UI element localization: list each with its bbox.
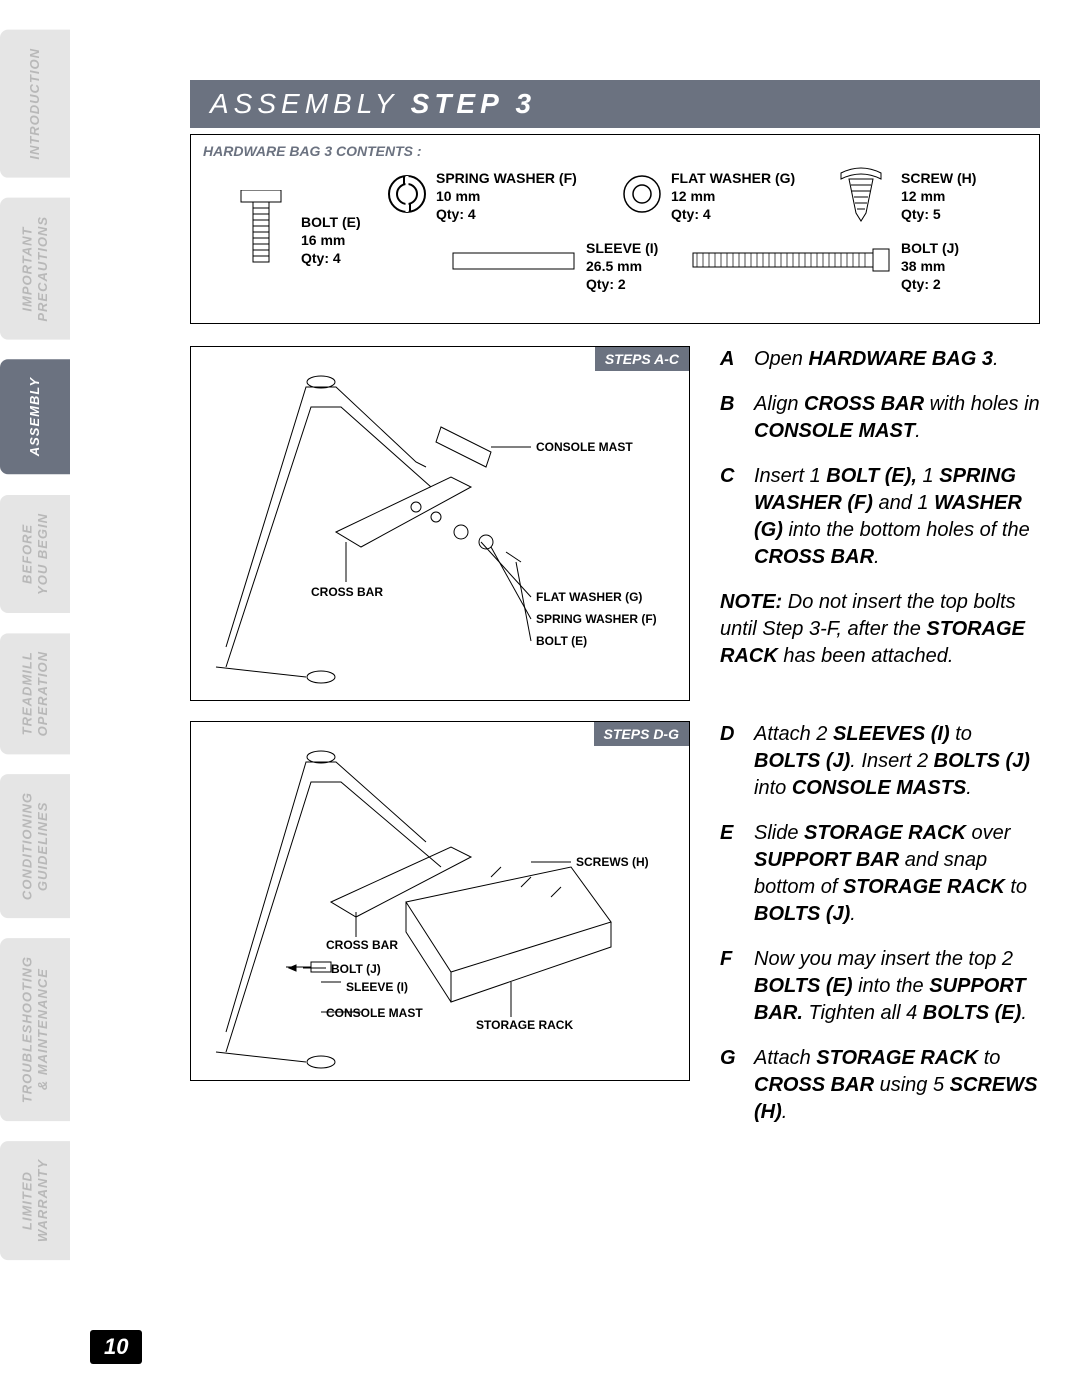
callout-storage-rack: STORAGE RACK	[476, 1018, 573, 1032]
diagram-steps-ac: STEPS A-C	[190, 346, 690, 701]
callout-bolt-e: BOLT (E)	[536, 634, 587, 648]
tab-assembly[interactable]: ASSEMBLY	[0, 359, 70, 474]
section-title: ASSEMBLY STEP 3	[190, 80, 1040, 128]
instr-c: C Insert 1 BOLT (E), 1 SPRING WASHER (F)…	[720, 463, 1040, 571]
sleeve-i-icon	[451, 247, 576, 275]
callout-cross-bar: CROSS BAR	[311, 585, 383, 599]
sleeve-i-label: SLEEVE (I) 26.5 mm Qty: 2	[586, 239, 658, 294]
hardware-box: HARDWARE BAG 3 CONTENTS : BOLT (E) 16 mm…	[190, 134, 1040, 324]
spring-washer-label: SPRING WASHER (F) 10 mm Qty: 4	[436, 169, 577, 224]
main-content: ASSEMBLY STEP 3 HARDWARE BAG 3 CONTENTS …	[190, 80, 1040, 1101]
screw-h-icon	[831, 165, 891, 223]
callout-console-mast: CONSOLE MAST	[536, 440, 633, 454]
callout-spring-washer: SPRING WASHER (F)	[536, 612, 657, 626]
instr-f: F Now you may insert the top 2 BOLTS (E)…	[720, 946, 1040, 1027]
tab-before-you-begin[interactable]: BEFOREYOU BEGIN	[0, 495, 70, 613]
instructions-dg: D Attach 2 SLEEVES (I) to BOLTS (J). Ins…	[720, 721, 1040, 1144]
diagram-steps-dg: STEPS D-G	[190, 721, 690, 1081]
instructions-ac: A Open HARDWARE BAG 3. B Align CROSS BAR…	[720, 346, 1040, 688]
diagram-dg-svg	[191, 722, 691, 1082]
page-number: 10	[90, 1330, 142, 1364]
callout-sleeve-i: SLEEVE (I)	[346, 980, 408, 994]
tab-conditioning-guidelines[interactable]: CONDITIONINGGUIDELINES	[0, 774, 70, 918]
instr-e: E Slide STORAGE RACK over SUPPORT BAR an…	[720, 820, 1040, 928]
bolt-j-icon	[691, 245, 891, 275]
tab-introduction[interactable]: INTRODUCTION	[0, 30, 70, 178]
title-bold: STEP 3	[411, 88, 536, 119]
instr-a: A Open HARDWARE BAG 3.	[720, 346, 1040, 373]
bolt-e-icon	[231, 190, 291, 270]
bolt-e-label: BOLT (E) 16 mm Qty: 4	[301, 213, 361, 268]
callout-console-mast2: CONSOLE MAST	[326, 1006, 423, 1020]
instr-note: NOTE: Do not insert the top bolts until …	[720, 589, 1040, 670]
hardware-header: HARDWARE BAG 3 CONTENTS :	[203, 143, 1027, 159]
callout-flat-washer: FLAT WASHER (G)	[536, 590, 642, 604]
section-steps-ac: STEPS A-C	[190, 346, 1040, 701]
flat-washer-label: FLAT WASHER (G) 12 mm Qty: 4	[671, 169, 795, 224]
diagram-ac-svg	[191, 347, 691, 702]
bolt-j-label: BOLT (J) 38 mm Qty: 2	[901, 239, 959, 294]
tab-limited-warranty[interactable]: LIMITEDWARRANTY	[0, 1141, 70, 1260]
callout-bolt-j: BOLT (J)	[331, 962, 381, 976]
callout-cross-bar2: CROSS BAR	[326, 938, 398, 952]
instr-d: D Attach 2 SLEEVES (I) to BOLTS (J). Ins…	[720, 721, 1040, 802]
instr-g: G Attach STORAGE RACK to CROSS BAR using…	[720, 1045, 1040, 1126]
callout-screws-h: SCREWS (H)	[576, 855, 649, 869]
instr-b: B Align CROSS BAR with holes in CONSOLE …	[720, 391, 1040, 445]
screw-h-label: SCREW (H) 12 mm Qty: 5	[901, 169, 976, 224]
tab-precautions[interactable]: IMPORTANTPRECAUTIONS	[0, 198, 70, 340]
sidebar-tabs: INTRODUCTION IMPORTANTPRECAUTIONS ASSEMB…	[0, 30, 70, 1330]
tab-treadmill-operation[interactable]: TREADMILLOPERATION	[0, 633, 70, 754]
tab-troubleshooting[interactable]: TROUBLESHOOTING& MAINTENANCE	[0, 938, 70, 1121]
section-steps-dg: STEPS D-G	[190, 721, 1040, 1081]
title-prefix: ASSEMBLY	[210, 88, 411, 119]
spring-washer-icon	[386, 173, 428, 215]
flat-washer-icon	[621, 173, 663, 215]
